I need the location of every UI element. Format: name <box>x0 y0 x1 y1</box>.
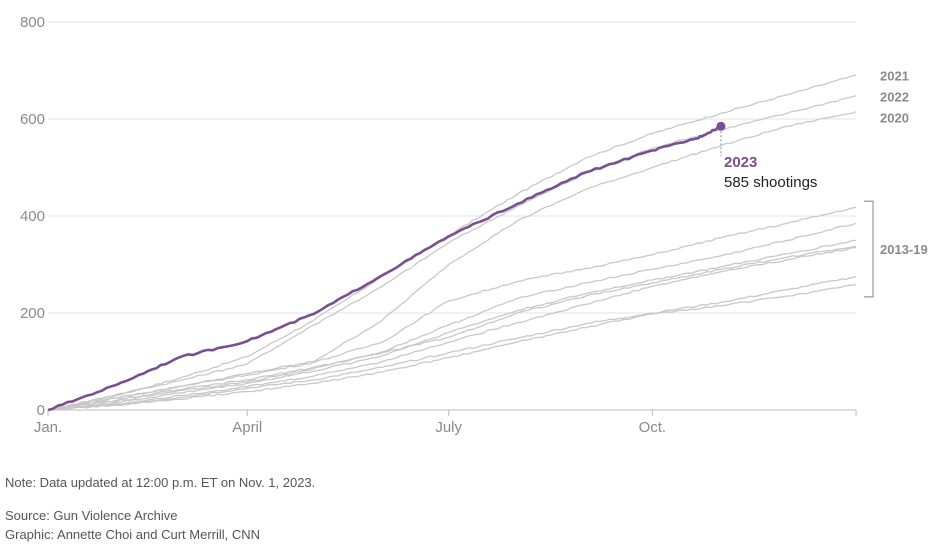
series-line-2013-19-9 <box>48 284 857 411</box>
chart-credit: Graphic: Annette Choi and Curt Merrill, … <box>5 527 261 542</box>
annotation-point <box>716 121 726 131</box>
series-label-2013-19: 2013-19 <box>880 242 928 257</box>
label-layer: 2021 2022 2020 2013-19 2023 585 shootings <box>716 68 928 298</box>
annotation-year: 2023 <box>724 154 757 171</box>
x-tick-label: Jan. <box>34 419 62 436</box>
y-tick-label: 0 <box>37 402 45 419</box>
y-tick-label: 200 <box>20 305 45 322</box>
series-label-2022: 2022 <box>880 90 909 105</box>
y-tick-label: 400 <box>20 208 45 225</box>
annotation-value: 585 shootings <box>724 174 817 191</box>
range-bracket <box>864 200 874 298</box>
y-tick-label: 800 <box>20 14 45 31</box>
axis-layer: 0 200 400 600 800 Jan. April July Oct. <box>20 14 857 436</box>
series-line-2013-19-8 <box>47 275 857 411</box>
chart-note: Note: Data updated at 12:00 p.m. ET on N… <box>5 475 316 490</box>
series-line-2021 <box>47 74 857 411</box>
series-line-2013-19-5 <box>48 239 857 411</box>
series-line-2013-19-6 <box>47 245 857 411</box>
series-line-2013-19-7 <box>47 246 857 411</box>
chart-source: Source: Gun Violence Archive <box>5 508 178 523</box>
lines-layer <box>47 74 857 412</box>
x-tick-label: Oct. <box>639 419 667 436</box>
series-line-2013-19-3 <box>47 206 857 411</box>
grid-layer <box>48 21 856 411</box>
series-line-2023 <box>47 125 722 412</box>
series-line-2013-19-4 <box>47 222 857 411</box>
series-label-2021: 2021 <box>880 68 909 83</box>
x-tick-label: April <box>232 419 262 436</box>
y-tick-label: 600 <box>20 111 45 128</box>
series-label-2020: 2020 <box>880 111 909 126</box>
x-tick-label: July <box>435 419 462 436</box>
